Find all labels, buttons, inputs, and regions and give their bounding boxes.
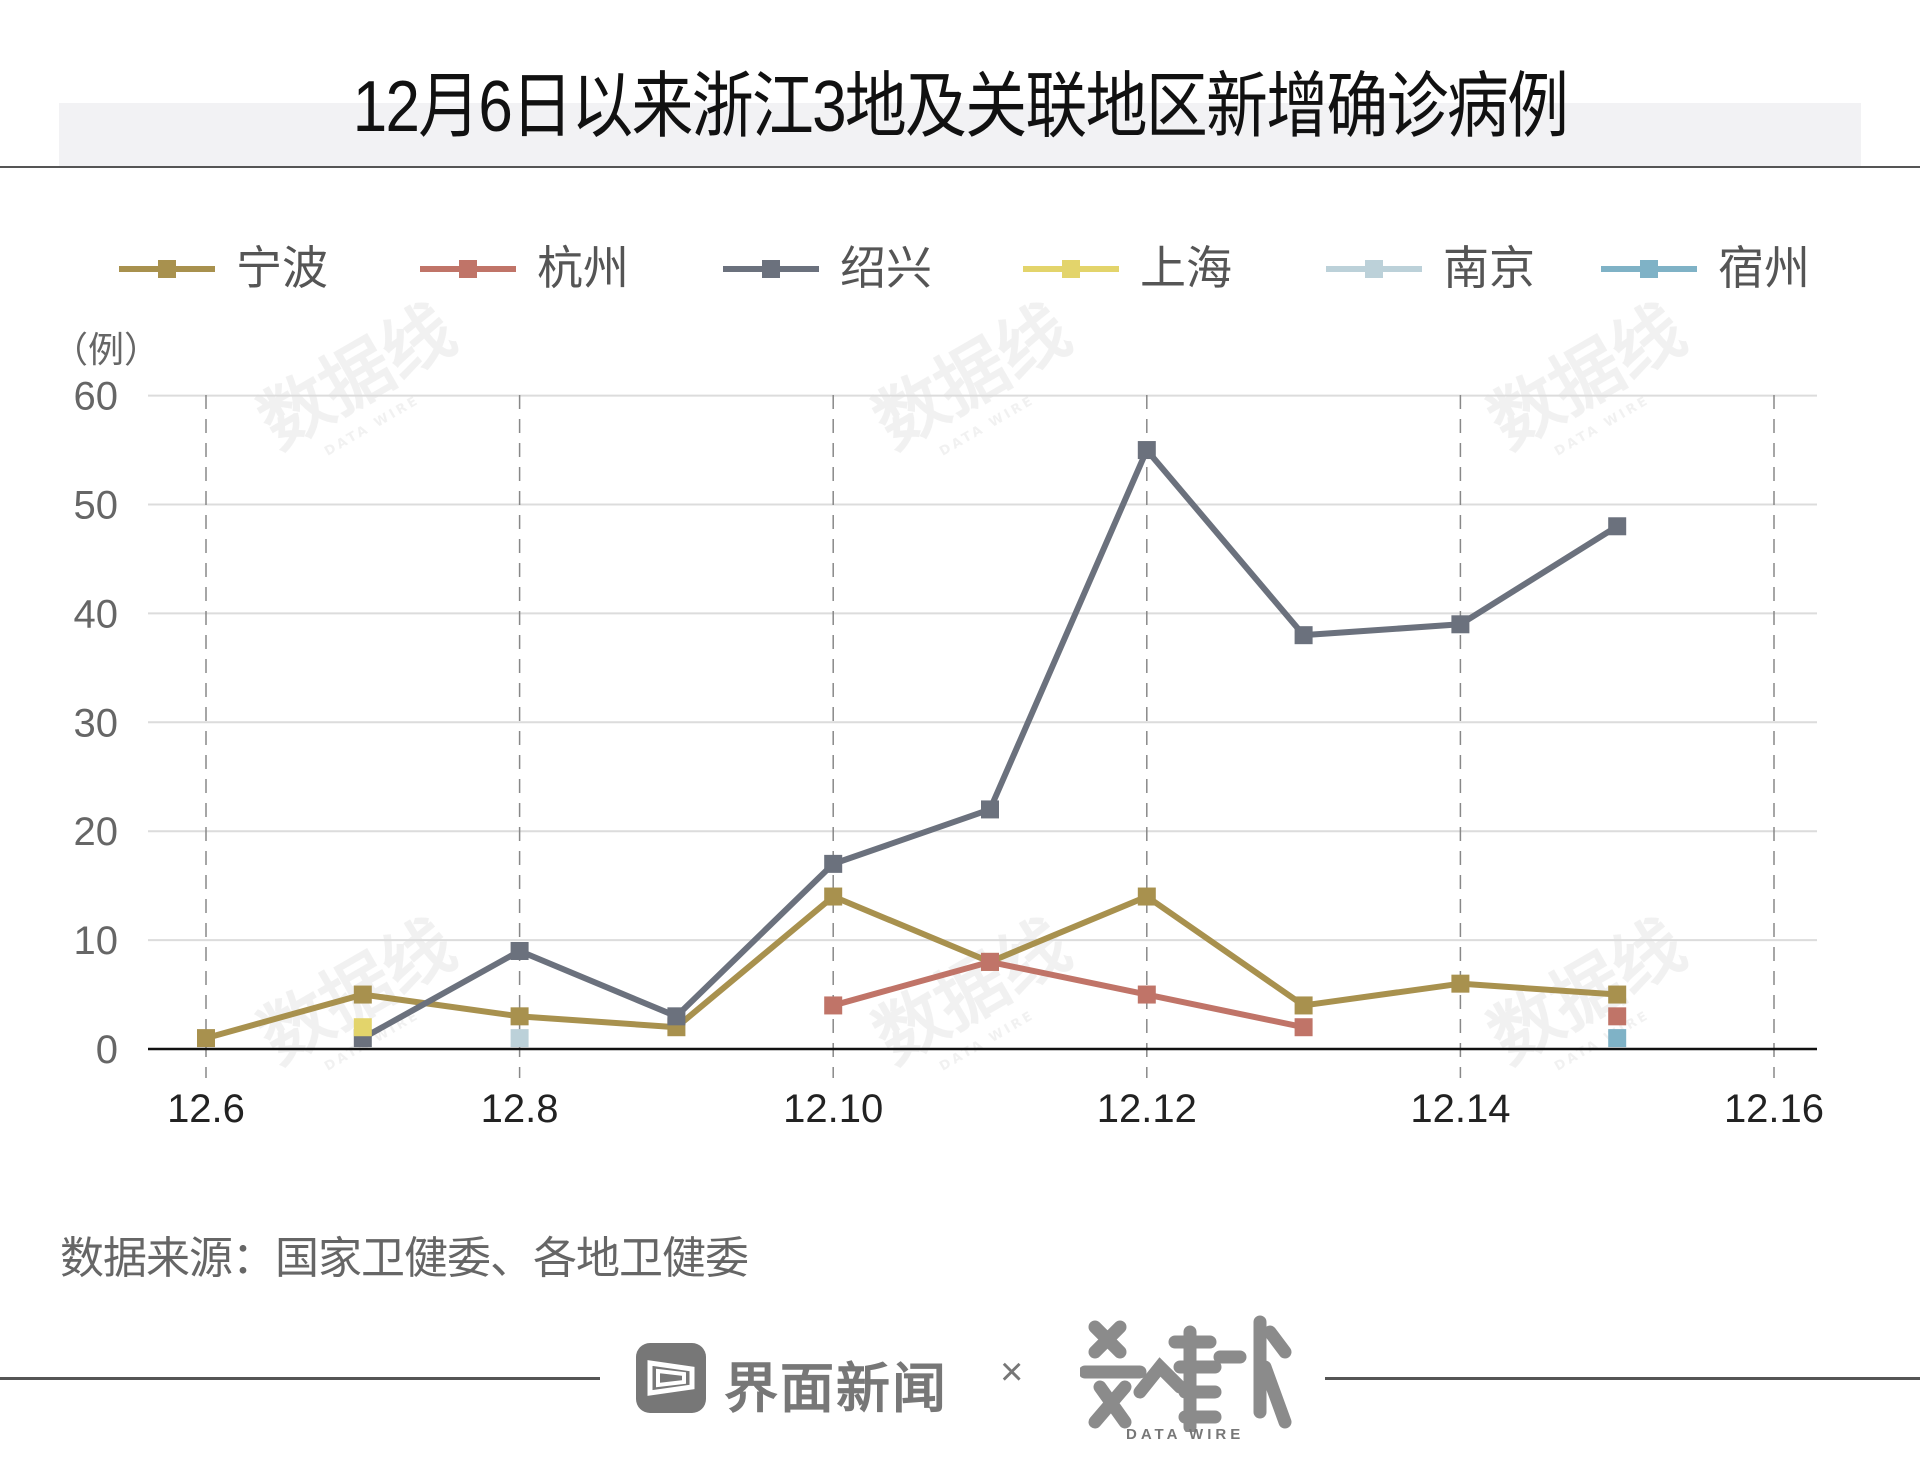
data-point — [1294, 996, 1313, 1015]
y-tick-label: 0 — [96, 1028, 118, 1072]
jiemian-logo-icon — [636, 1343, 706, 1413]
series-杭州 — [824, 952, 1627, 1037]
data-point — [510, 941, 529, 960]
chart-title: 12月6日以来浙江3地及关联地区新增确诊病例 — [352, 67, 1569, 147]
x-tick-label: 12.14 — [1410, 1087, 1510, 1131]
series-宿州 — [1608, 1029, 1627, 1048]
data-point — [824, 887, 843, 906]
data-point — [824, 854, 843, 873]
data-point — [510, 1007, 529, 1026]
legend-item: 杭州 — [420, 241, 629, 295]
y-tick-label: 30 — [74, 701, 119, 745]
x-tick-label: 12.6 — [167, 1087, 245, 1131]
data-point — [353, 1018, 372, 1037]
svg-text:南京: 南京 — [1443, 241, 1535, 295]
jiemian-brand: 界面新闻 — [724, 1359, 948, 1419]
datawire-text: DATA WIRE — [1126, 1426, 1245, 1443]
datawire-logo-icon — [1080, 1315, 1292, 1432]
y-tick-label: 60 — [74, 375, 119, 419]
series-南京 — [510, 1029, 529, 1048]
y-unit-label: （例） — [52, 330, 160, 371]
svg-text:宿州: 宿州 — [1718, 241, 1810, 295]
x-tick-label: 12.12 — [1097, 1087, 1197, 1131]
data-point — [1294, 626, 1313, 645]
legend-item: 上海 — [1023, 241, 1232, 295]
svg-text:杭州: 杭州 — [537, 241, 629, 295]
footer-divider-right — [1325, 1377, 1920, 1380]
title-band — [59, 103, 1861, 166]
data-point — [510, 1029, 529, 1048]
data-source: 数据来源：国家卫健委、各地卫健委 — [60, 1234, 749, 1283]
legend-item: 宁波 — [119, 241, 328, 295]
y-tick-label: 20 — [74, 810, 119, 854]
x-tick-label: 12.10 — [783, 1087, 883, 1131]
data-point — [824, 996, 843, 1015]
data-point — [1451, 615, 1470, 634]
data-point — [1451, 974, 1470, 993]
legend-item: 宿州 — [1601, 241, 1810, 295]
data-point — [1608, 1007, 1627, 1026]
x-tick-label: 12.8 — [481, 1087, 559, 1131]
series-绍兴 — [353, 441, 1627, 1048]
data-point — [353, 985, 372, 1004]
data-point — [1137, 441, 1156, 460]
data-point — [1608, 517, 1627, 536]
svg-text:绍兴: 绍兴 — [840, 241, 932, 295]
series-上海 — [353, 1018, 372, 1037]
data-point — [197, 1029, 215, 1048]
data-point — [1137, 985, 1156, 1004]
title-divider — [0, 166, 1920, 168]
y-tick-label: 40 — [74, 592, 119, 636]
data-point — [1608, 1029, 1627, 1048]
svg-text:宁波: 宁波 — [236, 241, 328, 295]
data-point — [667, 1007, 686, 1026]
data-point — [981, 800, 999, 819]
y-tick-label: 50 — [74, 484, 119, 528]
data-point — [981, 952, 999, 971]
collab-times: × — [1000, 1350, 1024, 1394]
legend-item: 南京 — [1326, 241, 1535, 295]
legend-item: 绍兴 — [723, 241, 932, 295]
footer-divider-left — [0, 1377, 600, 1380]
data-point — [1294, 1018, 1313, 1037]
data-point — [1608, 985, 1627, 1004]
svg-text:上海: 上海 — [1140, 241, 1232, 295]
y-tick-label: 10 — [74, 919, 119, 963]
x-tick-label: 12.16 — [1724, 1087, 1824, 1131]
data-point — [1137, 887, 1156, 906]
